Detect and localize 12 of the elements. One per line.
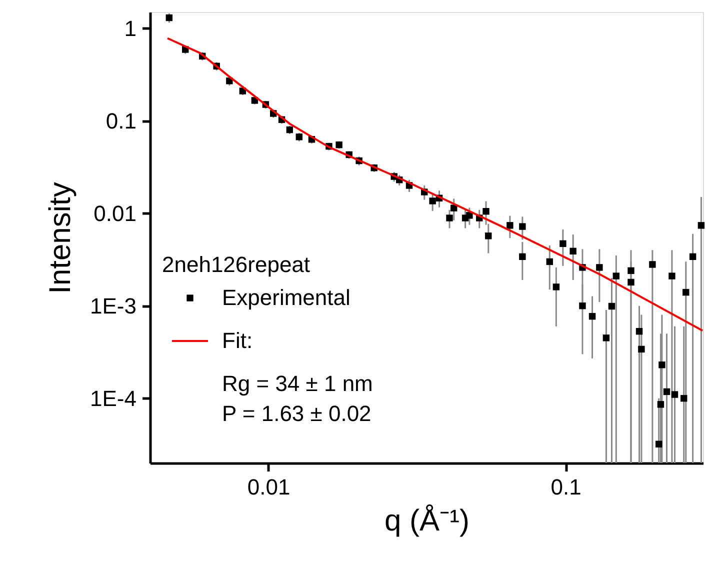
y-axis-title: Intensity — [44, 182, 78, 294]
y-tick-label: 0.01 — [94, 200, 136, 226]
annotation: P = 1.63 ± 0.02 — [222, 401, 372, 426]
y-tick-label: 1E-4 — [90, 386, 136, 411]
x-axis-title: q (Å⁻¹) — [384, 504, 470, 538]
y-tick-label: 0.1 — [106, 108, 136, 134]
y-tick-label: 1 — [124, 16, 136, 41]
y-tick-label: 1E-3 — [90, 293, 136, 318]
annotation: Rg = 34 ± 1 nm — [222, 371, 373, 396]
legend-label: Fit: — [222, 328, 253, 353]
legend-title: 2neh126repeat — [162, 252, 310, 277]
legend-label: Experimental — [222, 285, 350, 310]
